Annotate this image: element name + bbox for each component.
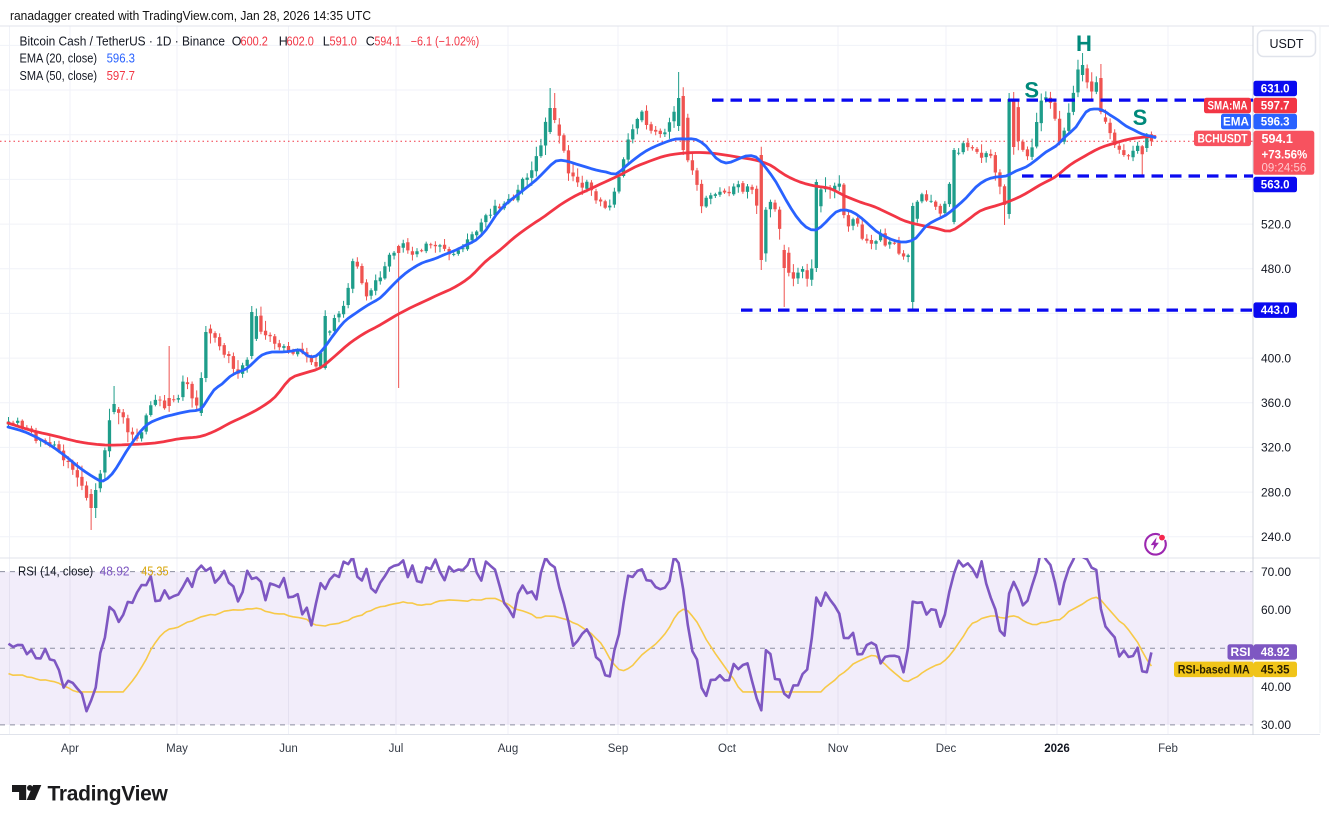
svg-text:S: S bbox=[1133, 105, 1148, 130]
svg-text:597.7: 597.7 bbox=[1261, 101, 1290, 113]
svg-text:ranadagger created with Tradin: ranadagger created with TradingView.com,… bbox=[10, 8, 371, 23]
svg-text:45.35: 45.35 bbox=[1261, 665, 1290, 677]
svg-text:RSI-based MA: RSI-based MA bbox=[1178, 665, 1250, 677]
svg-text:596.3: 596.3 bbox=[1261, 117, 1290, 129]
svg-text:H: H bbox=[1076, 31, 1092, 56]
svg-text:30.00: 30.00 bbox=[1261, 718, 1291, 732]
svg-text:S: S bbox=[1024, 78, 1039, 103]
svg-text:SMA:MA: SMA:MA bbox=[1208, 101, 1248, 113]
svg-text:240.0: 240.0 bbox=[1261, 530, 1291, 544]
svg-text:591.0: 591.0 bbox=[330, 34, 357, 48]
svg-text:520.0: 520.0 bbox=[1261, 217, 1291, 231]
svg-text:BCHUSDT: BCHUSDT bbox=[1198, 133, 1248, 145]
svg-text:443.0: 443.0 bbox=[1261, 305, 1290, 317]
svg-text:320.0: 320.0 bbox=[1261, 441, 1291, 455]
svg-text:Apr: Apr bbox=[61, 743, 79, 755]
svg-text:C: C bbox=[366, 34, 375, 48]
svg-text:596.3: 596.3 bbox=[107, 52, 135, 66]
svg-text:TradingView: TradingView bbox=[48, 783, 169, 806]
svg-text:−6.1 (−1.02%): −6.1 (−1.02%) bbox=[411, 34, 480, 48]
svg-text:+73.56%: +73.56% bbox=[1262, 150, 1308, 162]
svg-text:Feb: Feb bbox=[1158, 743, 1178, 755]
svg-text:Bitcoin Cash / TetherUS · 1D ·: Bitcoin Cash / TetherUS · 1D · Binance bbox=[20, 34, 226, 48]
svg-text:O: O bbox=[232, 34, 242, 48]
svg-text:45.35: 45.35 bbox=[141, 564, 168, 578]
svg-text:Oct: Oct bbox=[718, 743, 737, 755]
svg-text:L: L bbox=[323, 34, 330, 48]
svg-text:594.1: 594.1 bbox=[375, 34, 401, 48]
svg-text:EMA (20, close): EMA (20, close) bbox=[20, 52, 98, 66]
svg-text:Nov: Nov bbox=[828, 743, 849, 755]
svg-text:280.0: 280.0 bbox=[1261, 485, 1291, 499]
svg-text:360.0: 360.0 bbox=[1261, 396, 1291, 410]
svg-text:Jun: Jun bbox=[279, 743, 298, 755]
svg-text:631.0: 631.0 bbox=[1261, 84, 1290, 96]
svg-text:Aug: Aug bbox=[498, 743, 518, 755]
svg-text:594.1: 594.1 bbox=[1262, 132, 1293, 146]
svg-text:RSI (14, close): RSI (14, close) bbox=[18, 564, 93, 578]
svg-text:RSI: RSI bbox=[1231, 647, 1251, 659]
svg-text:Sep: Sep bbox=[608, 743, 628, 755]
svg-text:563.0: 563.0 bbox=[1261, 180, 1290, 192]
svg-text:Jul: Jul bbox=[389, 743, 404, 755]
svg-text:EMA: EMA bbox=[1223, 117, 1249, 129]
svg-text:H: H bbox=[279, 34, 288, 48]
svg-text:480.0: 480.0 bbox=[1261, 262, 1291, 276]
svg-text:597.7: 597.7 bbox=[107, 69, 135, 83]
svg-text:400.0: 400.0 bbox=[1261, 351, 1291, 365]
svg-text:48.92: 48.92 bbox=[100, 564, 130, 578]
svg-text:60.00: 60.00 bbox=[1261, 603, 1291, 617]
svg-text:600.2: 600.2 bbox=[241, 34, 268, 48]
svg-text:602.0: 602.0 bbox=[287, 34, 314, 48]
svg-text:70.00: 70.00 bbox=[1261, 565, 1291, 579]
svg-text:USDT: USDT bbox=[1269, 37, 1303, 51]
svg-text:48.92: 48.92 bbox=[1261, 647, 1290, 659]
svg-text:Dec: Dec bbox=[936, 743, 957, 755]
svg-text:SMA (50, close): SMA (50, close) bbox=[20, 69, 98, 83]
svg-text:09:24:56: 09:24:56 bbox=[1262, 163, 1307, 175]
svg-text:May: May bbox=[166, 743, 188, 755]
svg-text:40.00: 40.00 bbox=[1261, 680, 1291, 694]
svg-text:2026: 2026 bbox=[1044, 743, 1070, 755]
